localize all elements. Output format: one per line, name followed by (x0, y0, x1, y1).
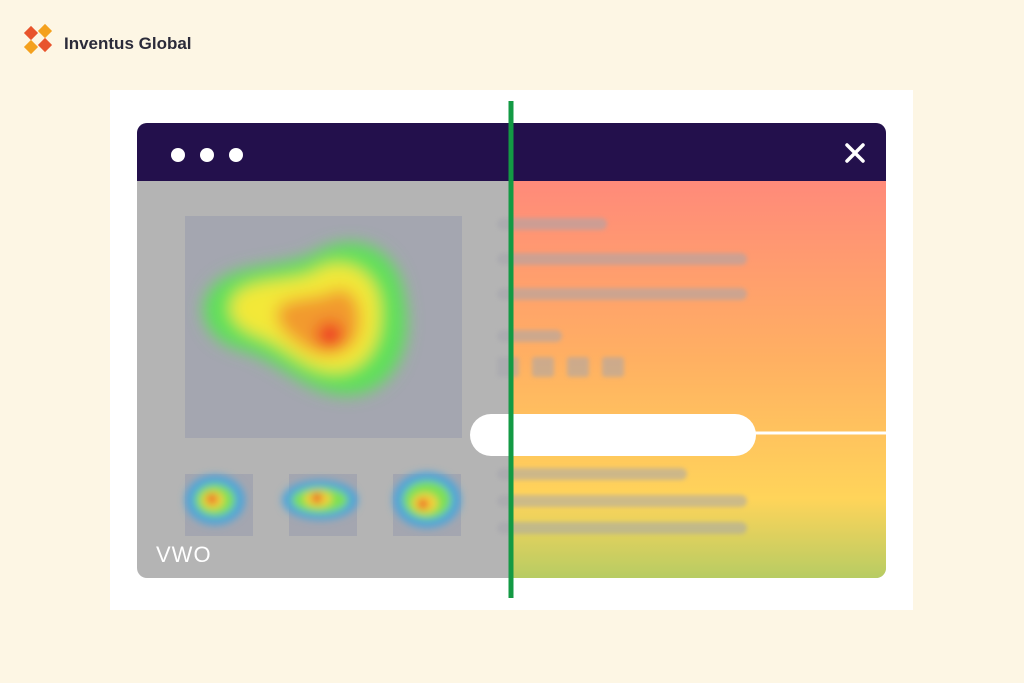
heatmap (203, 242, 408, 396)
brand-name: Inventus Global (64, 34, 192, 53)
brand-logo (23, 23, 53, 55)
input-bar (470, 414, 756, 456)
watermark: VWO (156, 542, 212, 567)
close-icon (845, 143, 865, 163)
